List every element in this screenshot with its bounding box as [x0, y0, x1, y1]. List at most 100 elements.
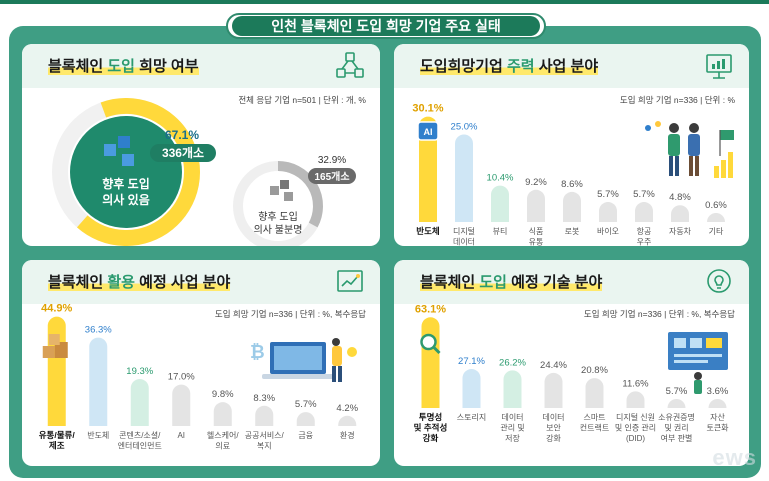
bar-category-label: 투명성: [419, 412, 442, 422]
bar-category-label: 강화: [546, 433, 561, 443]
bar-3: [491, 185, 509, 222]
bar-value-label: 27.1%: [458, 356, 485, 367]
bar-value-label: 8.3%: [253, 393, 275, 404]
bar-category-label: 저장: [505, 433, 520, 443]
bar-category-label: 환경: [340, 430, 355, 440]
bar-value-label: 11.6%: [622, 378, 649, 389]
ai-chip-label: AI: [424, 127, 433, 137]
yes-count-label: 336개소: [162, 146, 204, 160]
yes-pct-label: 67.1%: [165, 128, 199, 142]
cubes-gray-icon: [270, 180, 293, 201]
bar-category-label: 및 추적성: [414, 423, 448, 433]
bar-value-label: 9.2%: [525, 177, 547, 188]
bar-category-label: 유통/물류/: [39, 430, 76, 440]
bar-category-label: 소유권증명: [658, 412, 695, 422]
bar-8: [338, 415, 357, 426]
bar-value-label: 8.6%: [561, 179, 583, 190]
bar-category-label: 의료: [215, 441, 230, 451]
bar-6: [626, 391, 645, 408]
panel-use-biz: 블록체인 활용 예정 사업 분야 도입 희망 기업 n=336 | 단위 : %…: [22, 260, 380, 466]
panel-main-biz: 도입희망기업 주력 사업 분야 도입 희망 기업 n=336 | 단위 : % …: [394, 44, 749, 246]
bar-value-label: 25.0%: [451, 122, 478, 133]
no-inner-disc: [244, 172, 312, 240]
main-biz-note: 도입 희망 기업 n=336 | 단위 : %: [619, 95, 735, 105]
bar-value-label: 3.6%: [707, 386, 729, 397]
bar-category-label: 여부 판별: [661, 433, 693, 443]
bar-category-label: 제조: [49, 441, 65, 451]
panel-tech: 블록체인 도입 예정 기술 분야 도입 희망 기업 n=336 | 단위 : %…: [394, 260, 749, 466]
bar-category-label: 항공: [637, 227, 652, 236]
adoption-note: 전체 응답 기업 n=501 | 단위 : 개, %: [238, 95, 366, 105]
use-biz-note: 도입 희망 기업 n=336 | 단위 : %, 복수응답: [214, 309, 366, 319]
lightbulb-gear-icon: [707, 269, 731, 293]
bar-7: [296, 412, 315, 426]
bar-category-label: 컨트랙트: [580, 423, 609, 433]
panel-use-biz-title: 블록체인 활용 예정 사업 분야: [48, 274, 231, 291]
bar-4: [527, 189, 545, 222]
bar-value-label: 63.1%: [415, 303, 446, 315]
bar-7: [667, 399, 686, 408]
bar-5: [563, 191, 581, 222]
bar-category-label: AI: [177, 431, 185, 440]
bar-value-label: 44.9%: [41, 303, 72, 315]
panel-main-biz-title: 도입희망기업 주력 사업 분야: [420, 58, 599, 75]
top-strip: [0, 0, 769, 4]
bar-category-label: 데이터: [542, 412, 564, 422]
laptop-coin-illustration: ₿: [250, 338, 357, 382]
bar-2: [455, 134, 473, 222]
bar-category-label: 데이터: [453, 237, 475, 247]
bar-value-label: 9.8%: [212, 389, 234, 400]
bar-category-label: 로봇: [565, 227, 580, 236]
bar-5: [585, 378, 604, 408]
bar-value-label: 19.3%: [126, 366, 153, 377]
bar-1: [47, 316, 66, 426]
bar-value-label: 24.4%: [540, 360, 567, 371]
bar-value-label: 26.2%: [499, 357, 526, 368]
bar-8: [671, 205, 689, 222]
yes-count-badge: [150, 144, 216, 162]
bar-category-label: (DID): [626, 434, 645, 443]
bar-category-label: 뷰티: [493, 227, 508, 236]
bitcoin-icon: ₿: [250, 342, 265, 362]
cubes-blue-icon: [104, 136, 134, 166]
bar-value-label: 17.0%: [168, 372, 195, 383]
bar-category-label: 토큰화: [706, 424, 729, 433]
watermark: ews: [712, 445, 757, 470]
bar-3: [130, 379, 149, 426]
bar-value-label: 20.8%: [581, 365, 608, 376]
bar-1: [421, 317, 440, 408]
bar-category-label: 헬스케어/: [207, 430, 239, 440]
bar-category-label: 디지털 신원: [616, 412, 655, 422]
bar-category-label: 식품: [529, 227, 544, 236]
bar-category-label: 반도체: [87, 430, 109, 440]
bar-category-label: 디지털: [453, 226, 475, 236]
bar-category-label: 강화: [423, 433, 439, 443]
bar-category-label: 콘텐츠/소셜/: [119, 430, 161, 440]
bar-value-label: 5.7%: [633, 189, 655, 200]
bar-category-label: 기타: [709, 227, 724, 236]
bar-2: [462, 369, 481, 408]
bar-value-label: 5.7%: [295, 399, 317, 410]
no-pct-label: 32.9%: [318, 155, 346, 166]
bar-value-label: 30.1%: [412, 103, 443, 115]
business-people-illustration: [645, 121, 734, 178]
data-board-illustration: [668, 332, 728, 394]
panel-adoption: 블록체인 도입 희망 여부 전체 응답 기업 n=501 | 단위 : 개, %…: [22, 44, 380, 246]
bar-value-label: 10.4%: [487, 173, 514, 184]
bar-2: [89, 337, 108, 426]
bar-8: [708, 399, 727, 408]
bar-6: [599, 202, 617, 222]
bar-1: [419, 116, 437, 222]
no-count-label: 165개소: [314, 170, 349, 183]
bar-category-label: 및 권리: [664, 423, 688, 433]
bar-category-label: 자동차: [669, 227, 692, 236]
package-box-icon: [42, 346, 55, 358]
package-box-icon: [54, 342, 68, 358]
yes-inner-disc: [70, 116, 182, 228]
bar-value-label: 5.7%: [666, 386, 688, 397]
presentation-board-icon: [706, 54, 732, 79]
bar-category-label: 유통: [529, 238, 544, 247]
